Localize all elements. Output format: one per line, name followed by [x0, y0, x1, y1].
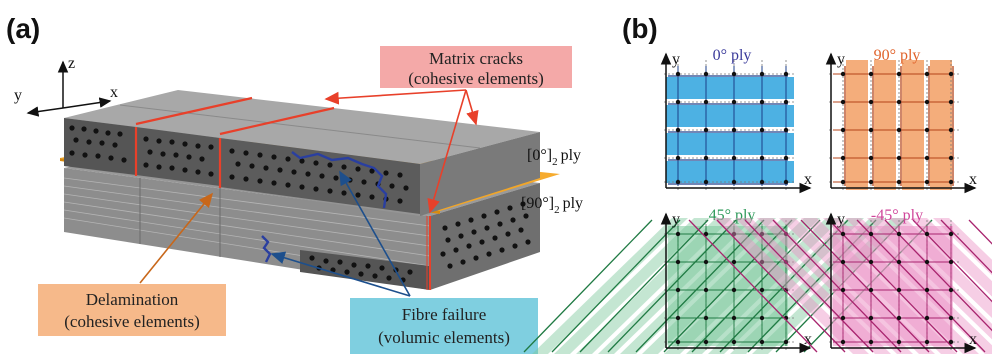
mini-axis-y-label: y: [672, 211, 680, 228]
callout-delamination: Delamination (cohesive elements): [38, 192, 226, 336]
axes-3d: z y x: [14, 55, 118, 117]
top-ply-block: [63, 90, 540, 216]
fibre-failure-line1: Fibre failure: [402, 305, 487, 324]
delamination-line1: Delamination: [86, 290, 179, 309]
mini-axis-x-label: x: [969, 331, 977, 348]
ply-title-v: 90° ply: [874, 47, 921, 64]
ply-panel-dm45: y x -45° ply: [688, 207, 992, 354]
ply-grids: y x 0° ply y x 90° ply y x 45° ply y x -45° ply: [523, 47, 992, 354]
mini-axis-x-label: x: [804, 331, 812, 348]
axis-x-label: x: [110, 84, 118, 101]
fibre-failure-line2: (volumic elements): [378, 328, 510, 347]
ply-title-h: 0° ply: [713, 47, 752, 64]
matrix-cracks-line2: (cohesive elements): [408, 69, 543, 88]
mini-axis-y-label: y: [672, 51, 680, 68]
mini-axis-y-label: y: [837, 51, 845, 68]
delamination-line2: (cohesive elements): [64, 312, 199, 331]
mini-axis-y-label: y: [837, 211, 845, 228]
panel-b-label: (b): [622, 13, 658, 44]
ply-title-dm45: -45° ply: [871, 207, 923, 224]
mini-axis-x-label: x: [969, 171, 977, 188]
axis-y-label: y: [14, 87, 22, 104]
matrix-cracks-line1: Matrix cracks: [429, 49, 523, 68]
mini-axis-x-label: x: [804, 171, 812, 188]
callout-fibre-failure: Fibre failure (volumic elements): [270, 170, 538, 354]
ply-panel-d45: y x 45° ply: [523, 207, 933, 354]
ply-panel-h: y x 0° ply: [660, 47, 812, 194]
ply-panel-v: y x 90° ply: [825, 47, 977, 194]
panel-a-label: (a): [6, 13, 40, 44]
callout-matrix-cracks: Matrix cracks (cohesive elements): [324, 46, 572, 214]
ply-title-d45: 45° ply: [709, 207, 756, 224]
top-ply-label: [0°]2 ply: [527, 147, 581, 168]
axis-z-label: z: [68, 55, 75, 72]
bottom-ply-label: [90°]2 ply: [521, 195, 583, 216]
